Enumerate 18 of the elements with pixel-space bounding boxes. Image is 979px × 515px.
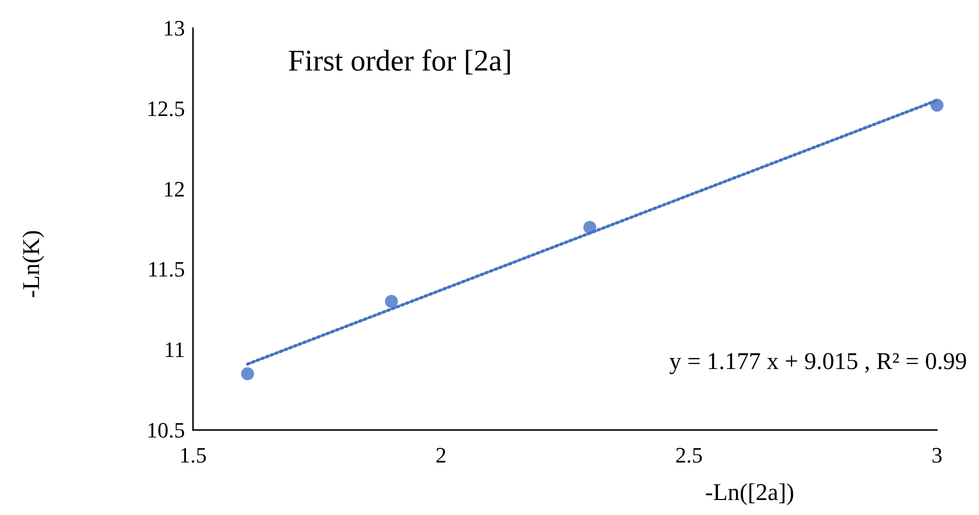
y-tick-label: 11 — [164, 337, 185, 362]
annotation: y = 1.177 x + 9.015 , R² = 0.99 — [669, 349, 968, 375]
x-tick-label: 2 — [436, 442, 446, 468]
point — [241, 367, 254, 380]
point — [930, 98, 944, 112]
x-tick-label: 2.5 — [675, 442, 703, 468]
y-tick-label: 12.5 — [146, 96, 185, 121]
y-axis-title: -Ln(K) — [19, 230, 45, 298]
y-tick-label: 13 — [163, 16, 185, 40]
x-axis-title: -Ln([2a]) — [705, 480, 794, 506]
x-tick-label: 1.5 — [179, 442, 207, 468]
y-tick-label: 12 — [163, 176, 185, 202]
y-tick-label: 10.5 — [146, 418, 185, 442]
y-tick-label: 11.5 — [147, 256, 185, 282]
point — [583, 220, 596, 234]
text: First order for [2a] — [288, 44, 512, 78]
point — [384, 294, 398, 308]
x-tick-label: 3 — [932, 442, 942, 468]
